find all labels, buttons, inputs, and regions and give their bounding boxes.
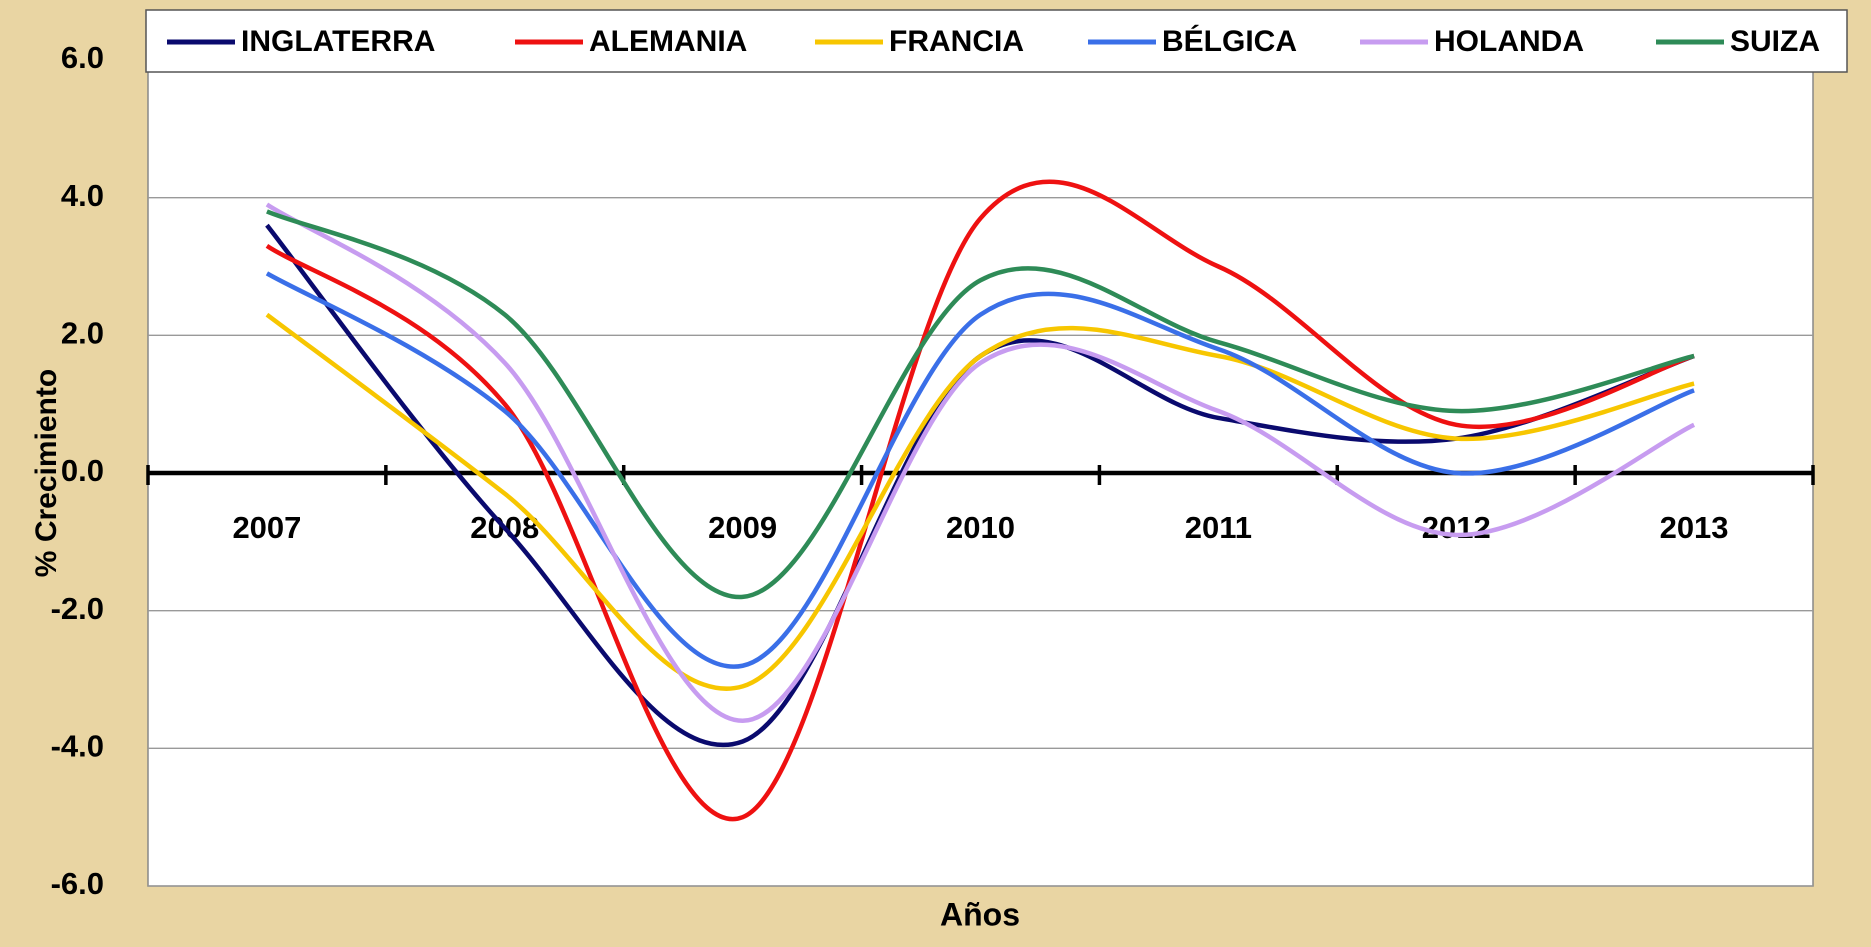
legend-label: FRANCIA [889,25,1024,58]
legend-label: BÉLGICA [1162,24,1297,58]
x-tick-label: 2007 [232,510,301,545]
series-line [265,223,1695,748]
y-tick-label: -6.0 [51,866,104,901]
y-tick-label: -2.0 [51,591,104,626]
y-tick-label: 4.0 [61,178,104,213]
legend-label: ALEMANIA [589,25,747,58]
series-line [265,202,1696,724]
series-line [265,271,1695,669]
y-tick-label: 6.0 [61,40,104,75]
x-tick-label: 2009 [708,510,777,545]
series-line [265,312,1695,691]
legend-label: HOLANDA [1434,25,1584,58]
x-tick-label: 2012 [1422,510,1491,545]
y-tick-label: 0.0 [61,453,104,488]
x-tick-label: 2011 [1185,510,1252,545]
legend-label: SUIZA [1730,25,1820,58]
y-axis-label: % Crecimiento [30,369,63,577]
legend-box [145,9,1848,73]
x-axis-label: Años [940,896,1020,932]
y-tick-label: 2.0 [61,316,104,351]
x-tick-label: 2013 [1660,510,1729,545]
y-tick-label: -4.0 [51,729,104,764]
x-tick-label: 2010 [946,510,1015,545]
series-line [266,209,1695,600]
legend-label: INGLATERRA [241,25,435,58]
